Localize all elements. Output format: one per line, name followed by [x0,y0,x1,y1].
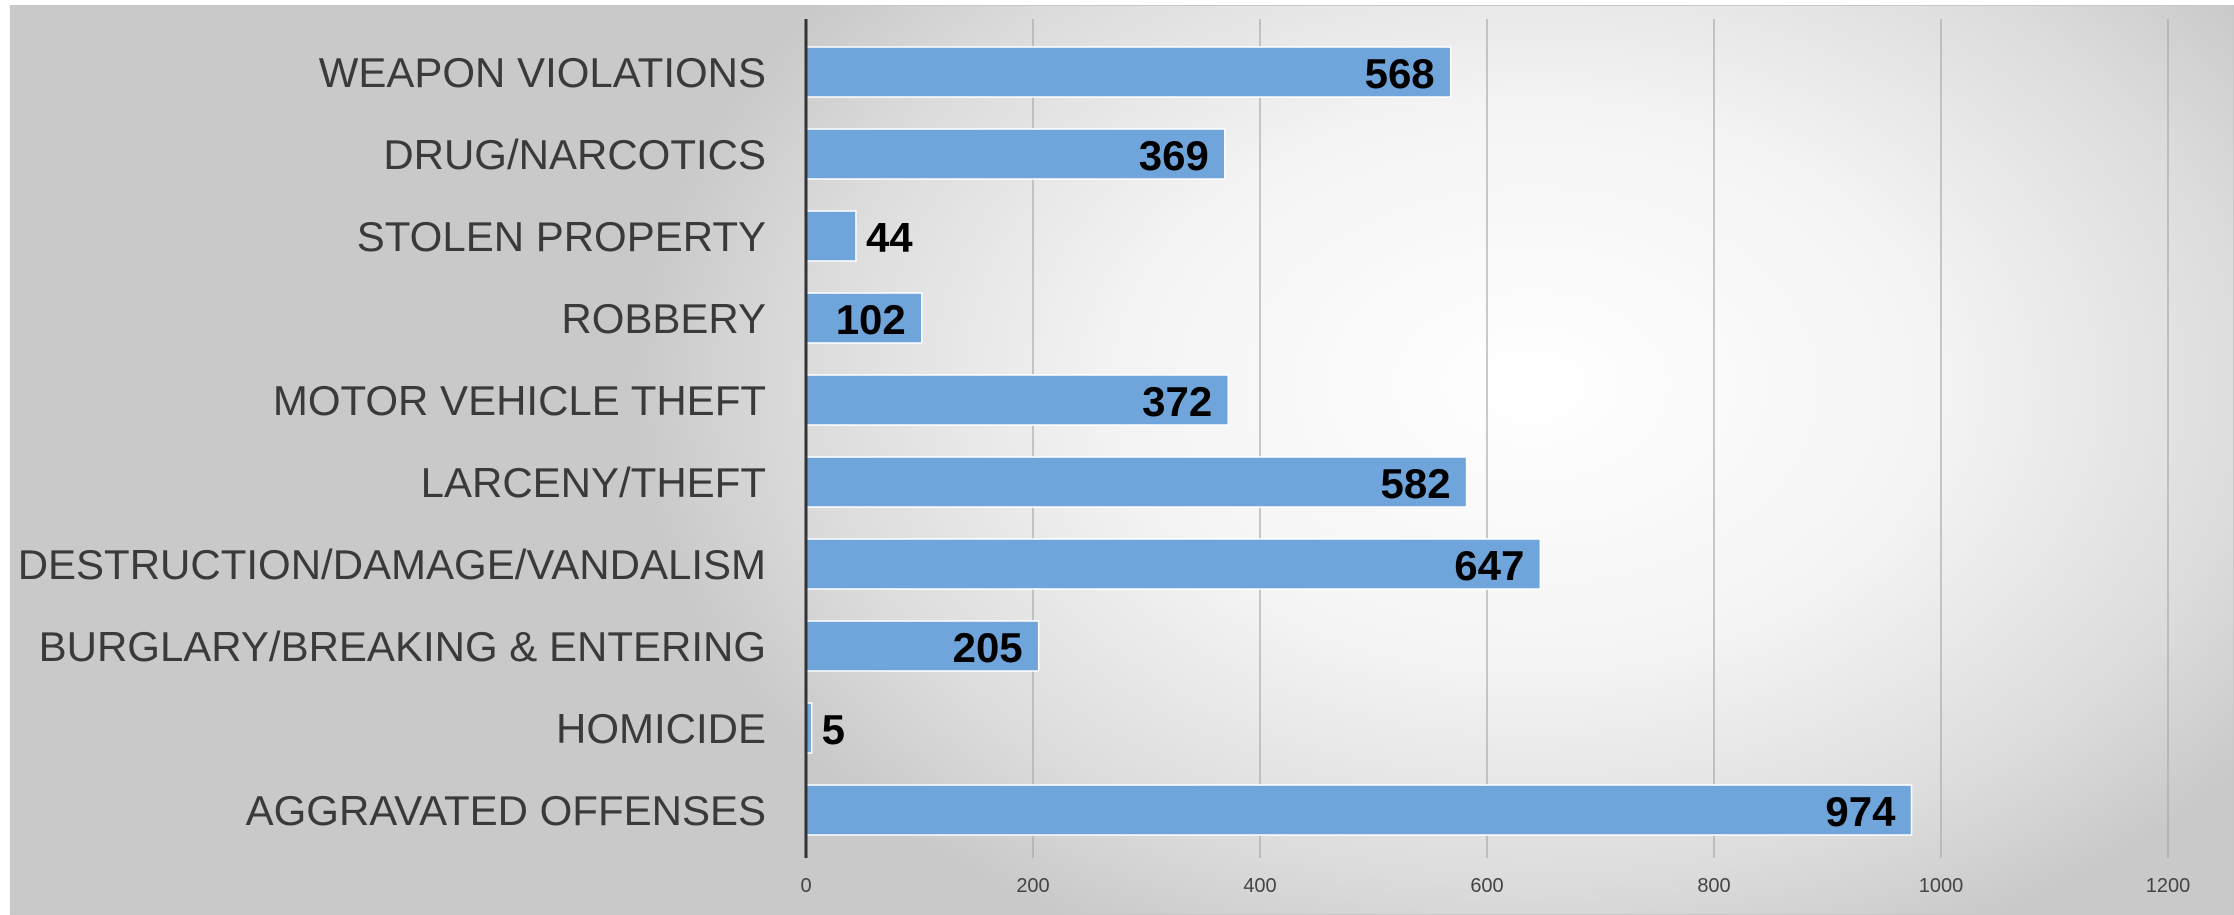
bars [805,46,1913,836]
category-label: DRUG/NARCOTICS [383,131,766,178]
x-tick-labels: 0 200 400 600 800 1000 1200 [800,875,2190,897]
data-label: 372 [1142,378,1212,425]
data-label: 568 [1365,50,1435,97]
x-tick-label: 400 [1243,875,1276,897]
data-label: 205 [953,624,1023,671]
chart-frame: WEAPON VIOLATIONS DRUG/NARCOTICS STOLEN PR… [10,5,2234,915]
x-tick-label: 200 [1016,875,1049,897]
data-label: 647 [1454,542,1524,589]
data-label: 582 [1380,460,1450,507]
data-label: 369 [1139,132,1209,179]
x-tick-label: 1000 [1919,875,1964,897]
bar-chart: WEAPON VIOLATIONS DRUG/NARCOTICS STOLEN PR… [18,19,2190,897]
bar [805,374,1229,426]
category-label: HOMICIDE [556,705,766,752]
category-label: BURGLARY/BREAKING & ENTERING [39,623,766,670]
x-tick-label: 800 [1697,875,1730,897]
x-tick-label: 600 [1470,875,1503,897]
bar [805,456,1468,508]
x-tick-label: 0 [800,875,811,897]
bar [805,620,1040,672]
bar [805,784,1913,836]
category-labels: WEAPON VIOLATIONS DRUG/NARCOTICS STOLEN PR… [18,49,766,834]
data-label: 974 [1825,788,1896,835]
data-label: 44 [866,214,913,261]
bar [805,46,1452,98]
data-label: 5 [822,706,845,753]
bar [805,128,1226,180]
bar [805,210,857,262]
category-label: DESTRUCTION/DAMAGE/VANDALISM [18,541,766,588]
category-label: STOLEN PROPERTY [357,213,766,260]
bar [805,538,1542,590]
category-label: WEAPON VIOLATIONS [319,49,766,96]
category-label: AGGRAVATED OFFENSES [246,787,766,834]
category-label: ROBBERY [561,295,766,342]
data-label: 102 [836,296,906,343]
gridlines [1032,19,2169,858]
category-label: LARCENY/THEFT [421,459,766,506]
category-label: MOTOR VEHICLE THEFT [273,377,766,424]
x-tick-label: 1200 [2146,875,2191,897]
